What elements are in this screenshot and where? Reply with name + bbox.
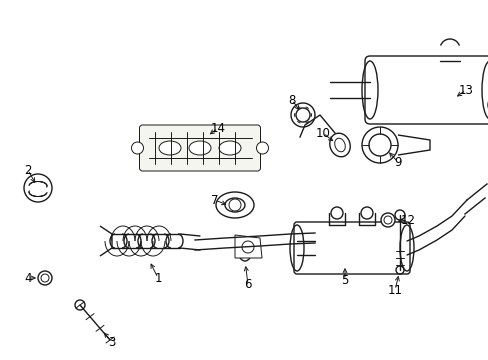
Text: 7: 7	[211, 194, 218, 207]
FancyBboxPatch shape	[293, 222, 409, 274]
Circle shape	[380, 213, 394, 227]
Text: 14: 14	[210, 122, 225, 135]
Text: 2: 2	[24, 163, 32, 176]
Ellipse shape	[189, 141, 210, 155]
FancyBboxPatch shape	[139, 125, 260, 171]
Text: 13: 13	[458, 84, 472, 96]
Circle shape	[131, 142, 143, 154]
Ellipse shape	[219, 141, 241, 155]
Text: 10: 10	[315, 126, 330, 140]
Circle shape	[394, 210, 404, 220]
Circle shape	[487, 95, 488, 115]
Text: 4: 4	[24, 271, 32, 284]
Circle shape	[75, 300, 85, 310]
Text: 5: 5	[341, 274, 348, 287]
Circle shape	[360, 207, 372, 219]
Text: 12: 12	[400, 213, 415, 226]
Text: 9: 9	[393, 156, 401, 168]
Circle shape	[242, 241, 253, 253]
Polygon shape	[235, 235, 262, 258]
Text: 11: 11	[386, 284, 402, 297]
Circle shape	[256, 142, 268, 154]
Text: 6: 6	[244, 279, 251, 292]
Ellipse shape	[159, 141, 181, 155]
Circle shape	[330, 207, 342, 219]
Text: 8: 8	[288, 94, 295, 107]
FancyBboxPatch shape	[364, 56, 488, 124]
Text: 3: 3	[108, 336, 116, 348]
Text: 1: 1	[154, 271, 162, 284]
